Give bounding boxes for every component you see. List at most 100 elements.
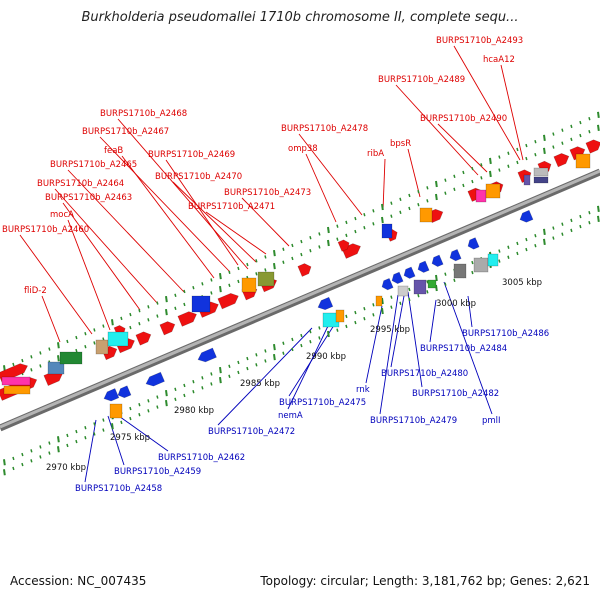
reverse-gene-shape (103, 388, 120, 402)
tick-mark (255, 363, 258, 367)
accession-text: Accession: NC_007435 (10, 574, 147, 588)
tick-mark (453, 187, 456, 191)
tick-mark (570, 124, 573, 129)
tick-mark (516, 147, 519, 152)
tick-mark (309, 236, 312, 240)
tick-mark (165, 296, 168, 303)
reverse-gene-shape (145, 371, 165, 387)
top-label-connector (67, 219, 111, 331)
other-gene (107, 331, 129, 347)
forward-gene (177, 311, 197, 327)
forward-gene-shape (585, 139, 600, 154)
tick-mark (543, 238, 546, 246)
tick-mark (210, 291, 213, 295)
top-gene-label: BURPS1710b_A2493 (436, 36, 523, 46)
tick-mark (444, 191, 447, 195)
bottom-label-connector (443, 281, 493, 415)
reverse-gene-shape (431, 254, 444, 267)
tick-mark (417, 202, 420, 207)
tick-mark (156, 301, 159, 305)
reverse-gene-shape (417, 260, 430, 273)
bottom-gene-label: BURPS1710b_A2479 (370, 416, 457, 426)
top-label-connector (19, 234, 93, 335)
other-gene (427, 279, 437, 289)
tick-mark (300, 333, 303, 338)
tick-mark (138, 403, 141, 407)
tick-mark (516, 251, 519, 256)
tick-mark (102, 428, 105, 432)
bottom-gene-label: BURPS1710b_A2484 (420, 344, 507, 354)
tick-mark (426, 290, 429, 294)
tick-mark (3, 469, 6, 476)
bottom-label-connector (390, 295, 405, 368)
tick-mark (93, 422, 96, 426)
tick-mark (426, 199, 429, 203)
tick-mark (525, 156, 528, 161)
tick-mark (327, 330, 330, 338)
tick-mark (156, 395, 159, 399)
other-gene (3, 385, 31, 395)
tick-mark (183, 302, 186, 307)
reverse-gene (431, 254, 444, 267)
bottom-label-connector (115, 413, 169, 452)
tick-mark (282, 341, 285, 345)
tick-mark (579, 133, 582, 138)
scale-label: 2970 kbp (46, 463, 86, 473)
other-gene (257, 271, 275, 287)
tick-mark (30, 459, 33, 463)
reverse-gene (417, 260, 430, 273)
tick-mark (444, 282, 447, 286)
tick-mark (435, 193, 438, 201)
other-gene (533, 176, 549, 184)
tick-mark (363, 213, 366, 217)
top-gene-label: fliD-2 (24, 286, 47, 296)
tick-mark (561, 232, 564, 236)
reverse-gene-box (191, 295, 211, 313)
tick-mark (597, 205, 600, 212)
tick-mark (390, 295, 393, 299)
tick-mark (597, 215, 600, 222)
tick-mark (21, 462, 24, 467)
forward-gene-shape (553, 153, 570, 168)
reverse-gene-shape (467, 237, 480, 250)
tick-mark (84, 332, 87, 336)
bottom-gene-label: BURPS1710b_A2462 (158, 453, 245, 463)
tick-mark (543, 134, 546, 142)
tick-mark (246, 366, 249, 371)
reverse-gene-shape (197, 347, 217, 363)
tick-mark (39, 351, 42, 355)
top-gene-label: bpsR (390, 139, 411, 149)
tick-mark (327, 226, 330, 234)
tick-mark (471, 260, 474, 265)
tick-mark (579, 120, 582, 125)
tick-mark (201, 282, 204, 286)
tick-mark (354, 310, 357, 315)
top-gene-label: BURPS1710b_A2467 (82, 127, 169, 137)
tick-mark (129, 416, 132, 421)
tick-mark (561, 222, 564, 226)
top-label-connector (41, 295, 61, 343)
tick-mark (12, 466, 15, 471)
top-label-connector (305, 153, 337, 223)
tick-mark (264, 268, 267, 272)
tick-mark (174, 306, 177, 311)
top-label-connector (407, 148, 421, 198)
tick-mark (543, 147, 546, 155)
tick-mark (453, 174, 456, 178)
tick-mark (57, 355, 60, 362)
reverse-gene-shape (317, 296, 334, 311)
tick-mark (93, 341, 96, 345)
tick-mark (354, 320, 357, 325)
tick-mark (417, 293, 420, 298)
tick-mark (66, 339, 69, 344)
reverse-gene (117, 385, 132, 399)
bottom-gene-label: BURPS1710b_A2480 (381, 369, 468, 379)
tick-mark (390, 305, 393, 309)
tick-mark (597, 124, 600, 131)
tick-mark (138, 413, 141, 417)
tick-mark (372, 222, 375, 226)
tick-mark (309, 340, 312, 344)
other-gene (487, 253, 499, 267)
tick-mark (291, 347, 294, 352)
tick-mark (399, 197, 402, 202)
